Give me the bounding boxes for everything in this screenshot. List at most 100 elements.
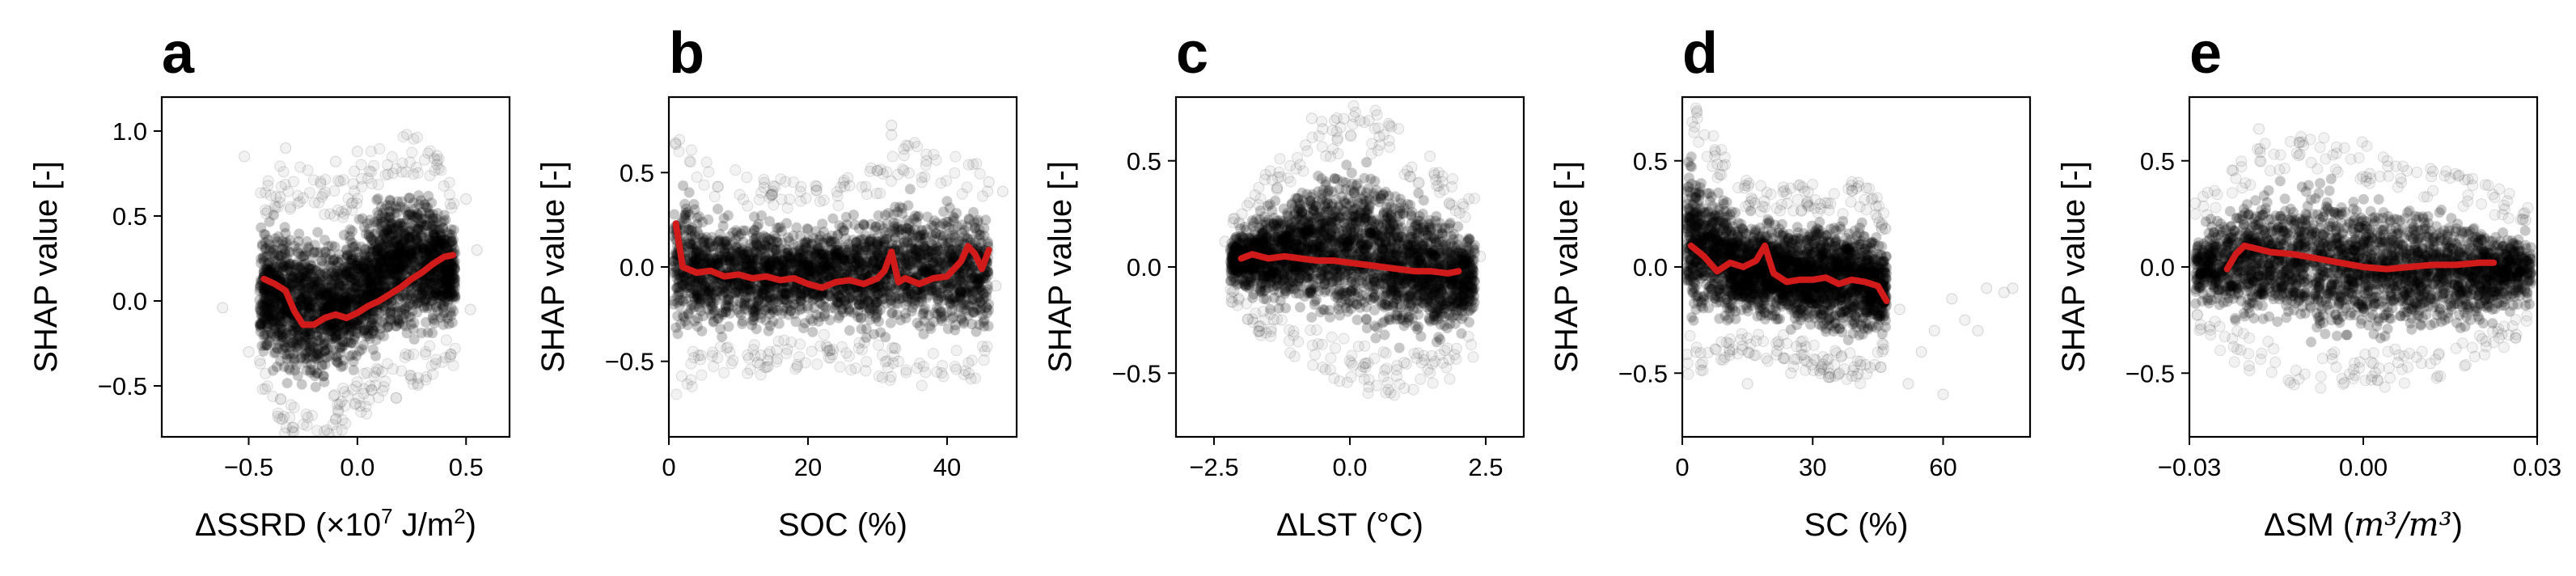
scatter-point [425,271,436,282]
scatter-point [400,320,411,332]
scatter-point [349,288,361,299]
scatter-point [447,282,459,293]
scatter-point [361,288,372,299]
scatter-point [269,270,281,282]
scatter-point [261,264,273,275]
scatter-point [382,257,393,269]
scatter-point [426,280,438,291]
scatter-point [431,235,442,247]
scatter-point [342,284,353,295]
scatter-point [315,287,327,299]
scatter-point [450,293,461,304]
scatter-point [307,438,317,449]
scatter-point [393,261,404,273]
scatter-point [275,309,286,320]
scatter-point [260,303,272,315]
scatter-point [424,340,436,352]
scatter-point [263,265,274,277]
scatter-point [379,251,391,262]
scatter-point [394,265,405,276]
scatter-point [400,244,412,256]
scatter-point [328,255,339,266]
scatter-point [374,269,386,280]
scatter-point [406,253,417,265]
scatter-point [353,318,365,329]
scatter-point [391,315,403,326]
scatter-point [404,193,416,204]
scatter-point [305,358,316,370]
scatter-point [296,284,307,295]
scatter-point [379,306,391,317]
scatter-point [263,295,274,307]
plot-area [217,129,483,449]
scatter-point [323,326,334,337]
scatter-point [262,249,273,260]
scatter-point [424,227,435,239]
scatter-point [362,328,374,340]
scatter-point [428,229,439,240]
scatter-point [429,237,440,248]
scatter-point [407,211,418,222]
scatter-point [275,355,286,366]
scatter-point [362,284,374,295]
scatter-point [379,274,391,286]
scatter-point [411,281,422,292]
scatter-point [446,236,457,248]
scatter-point [255,322,266,333]
scatter-point [264,189,277,201]
scatter-point [428,153,440,165]
scatter-point [404,235,415,246]
scatter-point [260,236,271,248]
scatter-point [340,290,351,302]
scatter-point [278,260,290,271]
scatter-point [344,318,355,329]
scatter-point [873,316,884,327]
scatter-point [433,244,444,255]
scatter-point [385,313,396,324]
scatter-point [303,308,315,320]
scatter-point [363,229,374,240]
scatter-point [302,282,314,294]
scatter-point [268,210,279,221]
scatter-point [334,328,345,339]
scatter-point [297,293,308,304]
scatter-point [269,309,280,320]
scatter-point [354,268,366,279]
scatter-point [351,293,362,304]
scatter-point [377,248,388,259]
scatter-point [447,359,459,371]
scatter-point [334,268,345,279]
scatter-point [385,221,396,232]
scatter-point [305,365,316,376]
scatter-point [339,294,350,306]
scatter-point [442,282,454,294]
scatter-point [425,300,436,311]
outlier-point [243,346,255,358]
scatter-point [417,288,428,299]
scatter-point [260,251,271,262]
scatter-point [375,201,387,213]
scatter-point [380,260,391,272]
scatter-point [715,324,726,335]
scatter-point [337,174,349,186]
outlier-point [460,193,472,205]
scatter-point [399,246,410,257]
scatter-point [424,209,435,220]
scatter-point [332,357,343,368]
scatter-point [330,291,341,303]
scatter-point [264,298,275,309]
scatter-point [426,283,438,294]
scatter-point [450,290,461,302]
scatter-point [382,252,393,264]
scatter-point [302,333,313,345]
scatter-point [381,200,392,211]
scatter-point [421,249,433,260]
scatter-point [312,276,324,287]
scatter-point [417,207,428,218]
scatter-point [338,208,350,220]
scatter-point [260,367,272,379]
scatter-point [290,277,301,289]
scatter-point [261,340,273,351]
scatter-point [383,256,394,267]
